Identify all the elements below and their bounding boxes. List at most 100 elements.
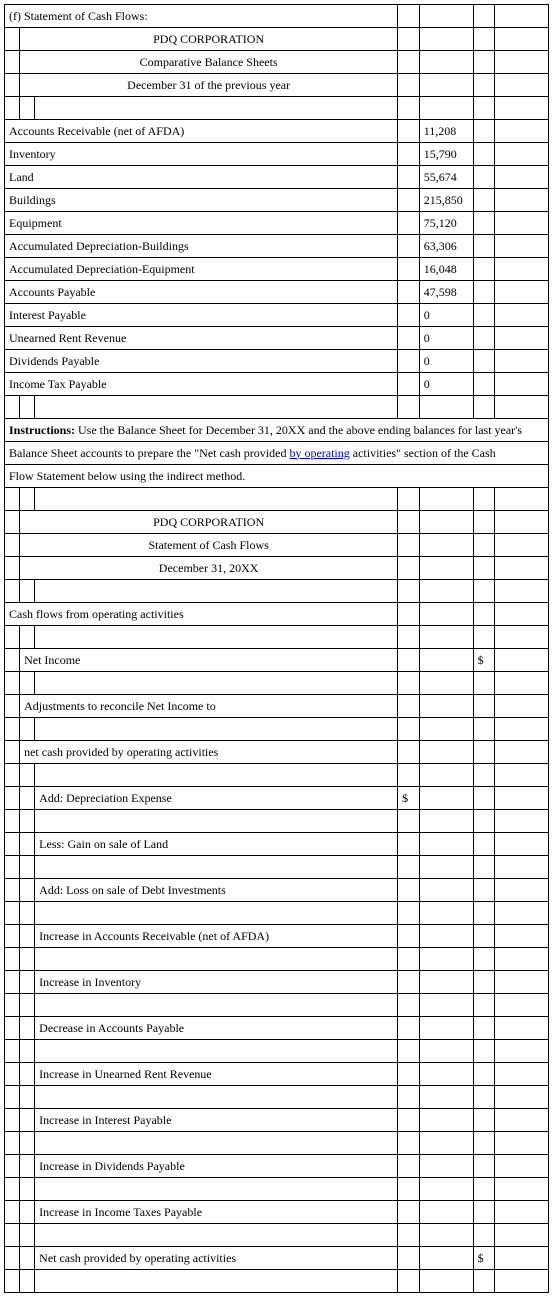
- balance-label: Land: [5, 166, 398, 189]
- balance-label: Buildings: [5, 189, 398, 212]
- row-blank4: [5, 580, 549, 603]
- balance-label: Income Tax Payable: [5, 373, 398, 396]
- balance-value: 0: [419, 373, 473, 396]
- row-section-label: (f) Statement of Cash Flows:: [5, 5, 549, 28]
- row-blank: [5, 856, 549, 879]
- cf-item-value[interactable]: [419, 925, 473, 948]
- cf-item-value[interactable]: [419, 1201, 473, 1224]
- balance-value: 15,790: [419, 143, 473, 166]
- balance-value: 75,120: [419, 212, 473, 235]
- cf-item-row: Less: Gain on sale of Land: [5, 833, 549, 856]
- row-blank: [5, 1132, 549, 1155]
- balance-row: Buildings 215,850: [5, 189, 549, 212]
- row-blank: [5, 902, 549, 925]
- row-adj-sub: net cash provided by operating activitie…: [5, 741, 549, 764]
- cf-item-label: Increase in Interest Payable: [35, 1109, 398, 1132]
- cf-item-value[interactable]: [419, 971, 473, 994]
- balance-value: 215,850: [419, 189, 473, 212]
- row-blank7: [5, 718, 549, 741]
- cf-item-label: Increase in Dividends Payable: [35, 1155, 398, 1178]
- balance-value: 0: [419, 304, 473, 327]
- balance-row: Income Tax Payable 0: [5, 373, 549, 396]
- adj-sub: net cash provided by operating activitie…: [20, 741, 398, 764]
- row-cf-section: Cash flows from operating activities: [5, 603, 549, 626]
- balance-row: Inventory 15,790: [5, 143, 549, 166]
- balance-value: 0: [419, 350, 473, 373]
- cf-item-label: Increase in Accounts Receivable (net of …: [35, 925, 398, 948]
- cf-item-row: Increase in Inventory: [5, 971, 549, 994]
- cf-total-label: Net cash provided by operating activitie…: [35, 1247, 398, 1270]
- cf-item-label: Add: Loss on sale of Debt Investments: [35, 879, 398, 902]
- row-blank1: [5, 97, 549, 120]
- row-blank: [5, 994, 549, 1017]
- worksheet-table: (f) Statement of Cash Flows: PDQ CORPORA…: [4, 4, 549, 1293]
- balance-row: Equipment 75,120: [5, 212, 549, 235]
- cf-item-row: Add: Loss on sale of Debt Investments: [5, 879, 549, 902]
- row-stmt-date: December 31, 20XX: [5, 557, 549, 580]
- net-income-value[interactable]: [495, 649, 549, 672]
- cf-item-value[interactable]: [419, 1063, 473, 1086]
- row-corp: PDQ CORPORATION: [5, 28, 549, 51]
- balance-label: Interest Payable: [5, 304, 398, 327]
- cf-item-value[interactable]: [419, 879, 473, 902]
- cf-item-row: Increase in Interest Payable: [5, 1109, 549, 1132]
- cf-item-value[interactable]: [419, 1155, 473, 1178]
- balance-label: Accumulated Depreciation-Equipment: [5, 258, 398, 281]
- row-stmt-title: Statement of Cash Flows: [5, 534, 549, 557]
- balance-label: Inventory: [5, 143, 398, 166]
- row-sub2: December 31 of the previous year: [5, 74, 549, 97]
- balance-label: Accounts Payable: [5, 281, 398, 304]
- balance-label: Accumulated Depreciation-Buildings: [5, 235, 398, 258]
- balance-label: Unearned Rent Revenue: [5, 327, 398, 350]
- balance-row: Accounts Receivable (net of AFDA) 11,208: [5, 120, 549, 143]
- section-label: (f) Statement of Cash Flows:: [5, 5, 398, 28]
- cf-item-value[interactable]: [419, 787, 473, 810]
- stmt-title: Statement of Cash Flows: [20, 534, 398, 557]
- cf-item-value[interactable]: [419, 1017, 473, 1040]
- subtitle2: December 31 of the previous year: [20, 74, 398, 97]
- row-stmt-corp: PDQ CORPORATION: [5, 511, 549, 534]
- row-cf-total: Net cash provided by operating activitie…: [5, 1247, 549, 1270]
- balance-value: 47,598: [419, 281, 473, 304]
- balance-label: Equipment: [5, 212, 398, 235]
- row-blank5: [5, 626, 549, 649]
- cf-item-value[interactable]: [419, 833, 473, 856]
- cf-item-label: Increase in Unearned Rent Revenue: [35, 1063, 398, 1086]
- stmt-date: December 31, 20XX: [20, 557, 398, 580]
- row-sub1: Comparative Balance Sheets: [5, 51, 549, 74]
- balance-row: Dividends Payable0: [5, 350, 549, 373]
- row-instr3: Flow Statement below using the indirect …: [5, 465, 549, 488]
- balance-value: 63,306: [419, 235, 473, 258]
- row-blank-end: [5, 1270, 549, 1293]
- corp-name: PDQ CORPORATION: [20, 28, 398, 51]
- cf-item-label: Increase in Income Taxes Payable: [35, 1201, 398, 1224]
- cf-item-label: Decrease in Accounts Payable: [35, 1017, 398, 1040]
- instructions-line1: Instructions: Use the Balance Sheet for …: [5, 419, 549, 442]
- row-blank8: [5, 764, 549, 787]
- cf-item-row: Add: Depreciation Expense$: [5, 787, 549, 810]
- balance-row: Unearned Rent Revenue 0: [5, 327, 549, 350]
- adj-header: Adjustments to reconcile Net Income to: [20, 695, 398, 718]
- balance-row: Accumulated Depreciation-Buildings 63,306: [5, 235, 549, 258]
- balance-row: Accounts Payable 47,598: [5, 281, 549, 304]
- balance-row: Interest Payable 0: [5, 304, 549, 327]
- balance-label: Accounts Receivable (net of AFDA): [5, 120, 398, 143]
- dollar-sign: $: [473, 649, 495, 672]
- row-blank: [5, 1040, 549, 1063]
- row-blank6: [5, 672, 549, 695]
- instructions-line3: Flow Statement below using the indirect …: [5, 465, 549, 488]
- row-blank: [5, 1224, 549, 1247]
- cf-item-label: Increase in Inventory: [35, 971, 398, 994]
- subtitle1: Comparative Balance Sheets: [20, 51, 398, 74]
- cf-total-value[interactable]: [495, 1247, 549, 1270]
- dollar-sign: $: [473, 1247, 495, 1270]
- balance-value: 55,674: [419, 166, 473, 189]
- row-adj-header: Adjustments to reconcile Net Income to: [5, 695, 549, 718]
- net-income-label: Net Income: [20, 649, 398, 672]
- balance-value: 11,208: [419, 120, 473, 143]
- row-blank: [5, 1086, 549, 1109]
- cf-item-value[interactable]: [419, 1109, 473, 1132]
- row-blank3: [5, 488, 549, 511]
- balance-value: 0: [419, 327, 473, 350]
- stmt-corp: PDQ CORPORATION: [20, 511, 398, 534]
